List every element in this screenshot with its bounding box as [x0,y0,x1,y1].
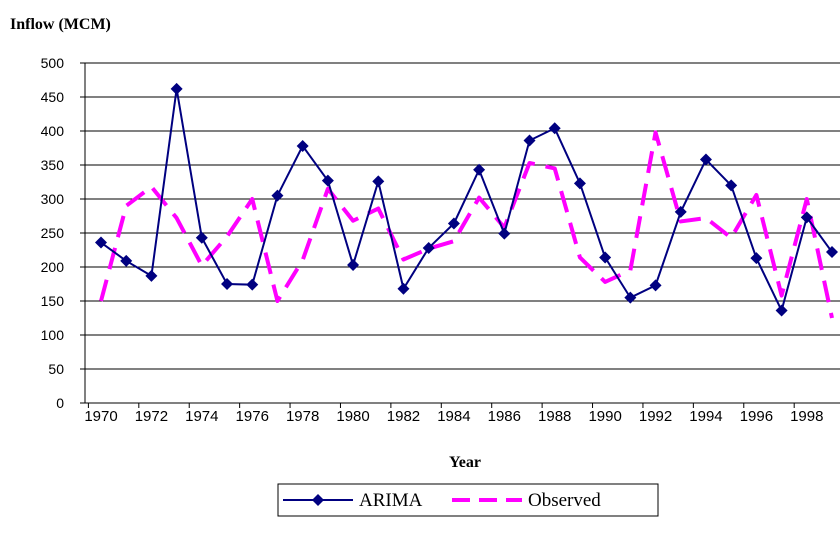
y-axis-title: Inflow (MCM) [10,16,111,33]
x-tick-label: 1974 [185,408,218,425]
arima-point [699,153,712,166]
y-tick-label: 0 [56,395,64,411]
arima-point [624,291,637,304]
y-tick-label: 250 [41,225,65,241]
arima-point [674,205,687,218]
legend-observed-label: Observed [528,490,601,511]
y-tick-label: 150 [41,293,65,309]
arima-point [573,177,586,190]
x-tick-label: 1976 [236,408,269,425]
x-tick-label: 1996 [740,408,773,425]
x-tick-label: 1990 [588,408,621,425]
arima-point [826,246,838,259]
y-tick-label: 400 [41,123,65,139]
arima-point [523,134,536,147]
arima-point [649,279,662,292]
x-tick-label: 1992 [639,408,672,425]
arima-point [775,304,788,317]
arima-point [599,251,612,264]
series-observed-line [99,130,834,319]
x-axis-title: Year [449,454,481,471]
arima-point [473,163,486,176]
y-tick-labels: 0 50 100 150 200 250 300 350 400 450 500 [41,55,65,411]
arima-point [321,174,334,187]
arima-point [271,189,284,202]
legend-arima-label: ARIMA [359,490,423,511]
arima-point [170,82,183,95]
y-tick-label: 200 [41,259,65,275]
y-tick-label: 100 [41,327,65,343]
arima-point [246,278,259,291]
x-tick-label: 1988 [538,408,571,425]
arima-point [548,122,561,135]
arima-point [422,241,435,254]
x-tick-label: 1986 [488,408,521,425]
arima-point [120,254,133,267]
legend: ARIMA Observed [277,483,659,517]
arima-point [347,258,360,271]
axes [84,63,840,408]
x-tick-label: 1970 [84,408,117,425]
series-arima-line [100,88,833,314]
arima-point [800,211,813,224]
arima-point [725,179,738,192]
x-tick-label: 1972 [135,408,168,425]
y-tick-label: 500 [41,55,65,71]
x-tick-label: 1982 [387,408,420,425]
arima-point [397,282,410,295]
y-tick-label: 50 [48,361,64,377]
arima-point [95,236,107,249]
x-tick-labels: 1970 1972 1974 1976 1978 1980 1982 1984 1986 1988… [84,408,823,425]
arima-point [145,269,158,282]
legend-arima-marker [312,494,324,506]
arima-point [447,217,460,230]
arima-point [372,175,385,188]
y-tick-label: 300 [41,191,65,207]
x-tick-label: 1980 [336,408,369,425]
series-layer [95,82,838,319]
arima-point [498,227,511,240]
arima-point [750,252,763,265]
arima-point [221,278,234,290]
x-tick-label: 1994 [689,408,722,425]
x-tick-label: 1978 [286,408,319,425]
y-tick-label: 450 [41,89,65,105]
x-tick-label: 1998 [790,408,823,425]
gridlines [80,62,840,404]
y-tick-label: 350 [41,157,65,173]
arima-point [195,231,208,244]
arima-point [296,139,309,152]
x-tick-label: 1984 [437,408,470,425]
